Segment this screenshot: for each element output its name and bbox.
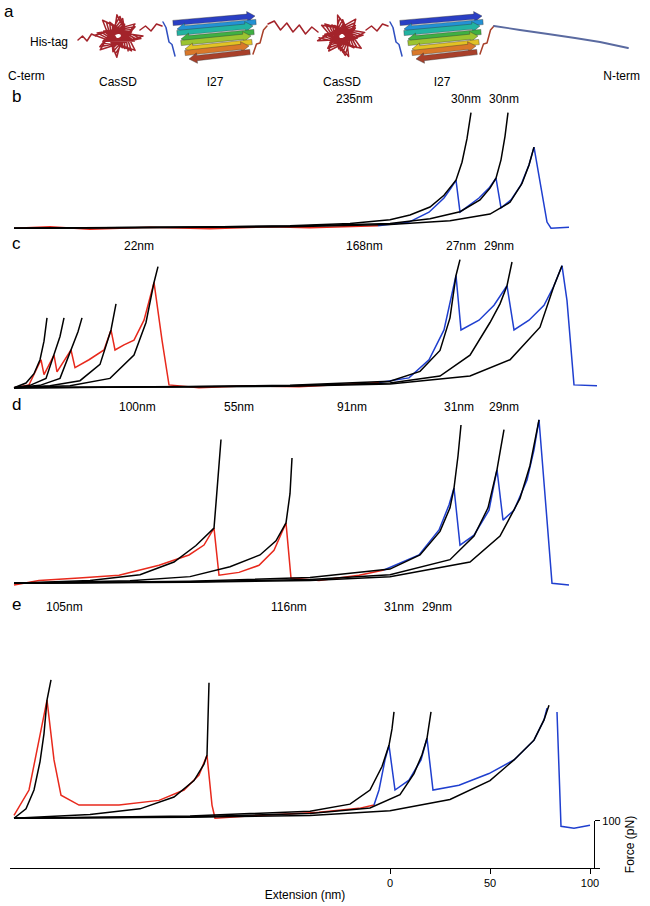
svg-text:His-tag: His-tag: [30, 35, 68, 49]
svg-text:50: 50: [484, 877, 496, 889]
svg-text:Extension (nm): Extension (nm): [265, 888, 346, 902]
svg-text:235nm: 235nm: [336, 92, 373, 106]
svg-text:100nm: 100nm: [119, 400, 156, 414]
svg-text:55nm: 55nm: [224, 400, 254, 414]
svg-text:CasSD: CasSD: [323, 75, 361, 89]
svg-text:29nm: 29nm: [484, 239, 514, 253]
svg-text:31nm: 31nm: [384, 600, 414, 614]
svg-text:100: 100: [581, 877, 599, 889]
svg-text:29nm: 29nm: [489, 400, 519, 414]
svg-text:100: 100: [602, 815, 620, 827]
svg-text:b: b: [12, 87, 21, 106]
svg-text:N-term: N-term: [603, 69, 640, 83]
svg-text:27nm: 27nm: [446, 239, 476, 253]
svg-text:c: c: [12, 234, 21, 253]
svg-text:116nm: 116nm: [271, 600, 307, 614]
svg-text:Force (pN): Force (pN): [623, 816, 637, 873]
svg-text:e: e: [12, 595, 21, 614]
svg-text:a: a: [4, 2, 14, 21]
svg-text:30nm: 30nm: [451, 92, 481, 106]
svg-text:22nm: 22nm: [124, 239, 154, 253]
svg-text:105nm: 105nm: [46, 600, 83, 614]
svg-text:168nm: 168nm: [346, 239, 383, 253]
svg-text:31nm: 31nm: [444, 400, 474, 414]
svg-text:I27: I27: [207, 75, 224, 89]
svg-text:C-term: C-term: [8, 69, 45, 83]
svg-text:30nm: 30nm: [489, 92, 519, 106]
svg-text:I27: I27: [434, 75, 451, 89]
svg-text:29nm: 29nm: [422, 600, 452, 614]
svg-text:0: 0: [387, 877, 393, 889]
svg-text:d: d: [12, 395, 21, 414]
svg-text:91nm: 91nm: [337, 400, 367, 414]
svg-text:CasSD: CasSD: [99, 75, 137, 89]
